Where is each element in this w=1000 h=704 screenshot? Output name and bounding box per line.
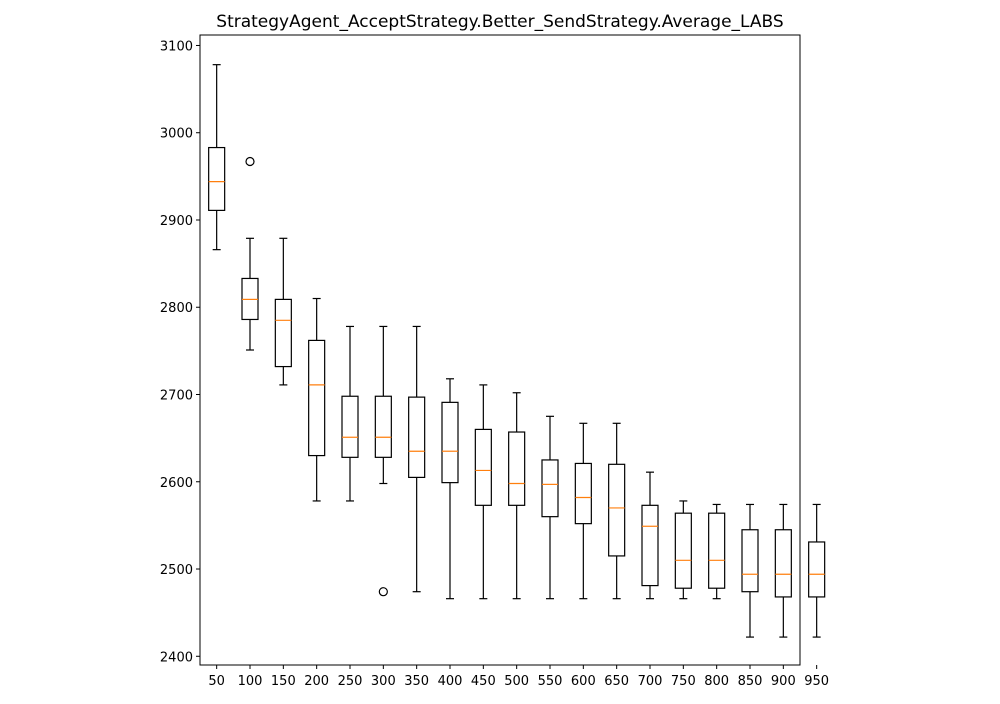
x-tick-label: 300 (371, 674, 396, 689)
y-tick-label: 2500 (160, 563, 193, 578)
box-550 (541, 415, 559, 600)
box-850 (741, 503, 759, 638)
x-tick-label: 850 (738, 674, 763, 689)
iqr-box (474, 428, 492, 506)
x-tick-label: 900 (771, 674, 796, 689)
y-tick-label: 2600 (160, 476, 193, 491)
iqr-box (341, 395, 359, 458)
x-tick-label: 550 (538, 674, 563, 689)
iqr-box (641, 504, 659, 587)
x-tick-label: 50 (208, 674, 225, 689)
iqr-box (674, 512, 692, 589)
box-250 (341, 325, 359, 502)
iqr-box (774, 529, 792, 598)
x-tick-label: 150 (271, 674, 296, 689)
x-tick-label: 450 (471, 674, 496, 689)
y-tick-label: 2700 (160, 389, 193, 404)
box-150 (274, 237, 292, 386)
iqr-box (441, 401, 459, 484)
y-tick-label: 2400 (160, 650, 193, 665)
box-950 (808, 503, 826, 638)
box-50 (208, 64, 226, 251)
box-100 (241, 156, 259, 351)
iqr-box (408, 396, 426, 478)
box-450 (474, 384, 492, 600)
plot-area-frame (199, 34, 801, 666)
outlier-point (245, 156, 255, 167)
x-tick-label: 250 (338, 674, 363, 689)
box-700 (641, 471, 659, 600)
iqr-box (808, 541, 826, 598)
box-600 (574, 422, 592, 600)
x-tick-label: 600 (571, 674, 596, 689)
x-axis: 50 100 150 200 250 300 350 400 450 500 550 600 650 70… (208, 665, 829, 689)
box-500 (508, 392, 526, 600)
box-900 (774, 503, 792, 638)
iqr-box (708, 512, 726, 589)
iqr-box (208, 146, 226, 211)
box-series (208, 64, 826, 638)
y-tick-label: 3000 (160, 127, 193, 142)
x-tick-label: 800 (704, 674, 729, 689)
box-300 (374, 325, 392, 597)
iqr-box (541, 459, 559, 518)
y-tick-label: 3100 (160, 39, 193, 54)
iqr-box (308, 339, 326, 457)
box-200 (308, 297, 326, 502)
y-tick-label: 2800 (160, 301, 193, 316)
x-tick-label: 100 (238, 674, 263, 689)
iqr-box (508, 431, 526, 506)
x-tick-label: 950 (804, 674, 829, 689)
y-tick-label: 2900 (160, 214, 193, 229)
outlier-point (378, 587, 388, 597)
x-tick-label: 500 (504, 674, 529, 689)
x-tick-label: 750 (671, 674, 696, 689)
chart-title: StrategyAgent_AcceptStrategy.Better_Send… (216, 12, 783, 32)
x-tick-label: 700 (638, 674, 663, 689)
y-axis: 2400 2500 2600 2700 2800 2900 3000 3100 (160, 39, 200, 665)
iqr-box (374, 395, 392, 458)
iqr-box (608, 463, 626, 557)
iqr-box (741, 529, 759, 593)
iqr-box (274, 298, 292, 368)
x-tick-label: 650 (604, 674, 629, 689)
iqr-box (574, 462, 592, 525)
box-800 (708, 503, 726, 600)
x-tick-label: 200 (304, 674, 329, 689)
box-750 (674, 500, 692, 600)
x-tick-label: 350 (404, 674, 429, 689)
x-tick-label: 400 (438, 674, 463, 689)
box-650 (608, 422, 626, 600)
box-350 (408, 325, 426, 593)
box-400 (441, 378, 459, 600)
